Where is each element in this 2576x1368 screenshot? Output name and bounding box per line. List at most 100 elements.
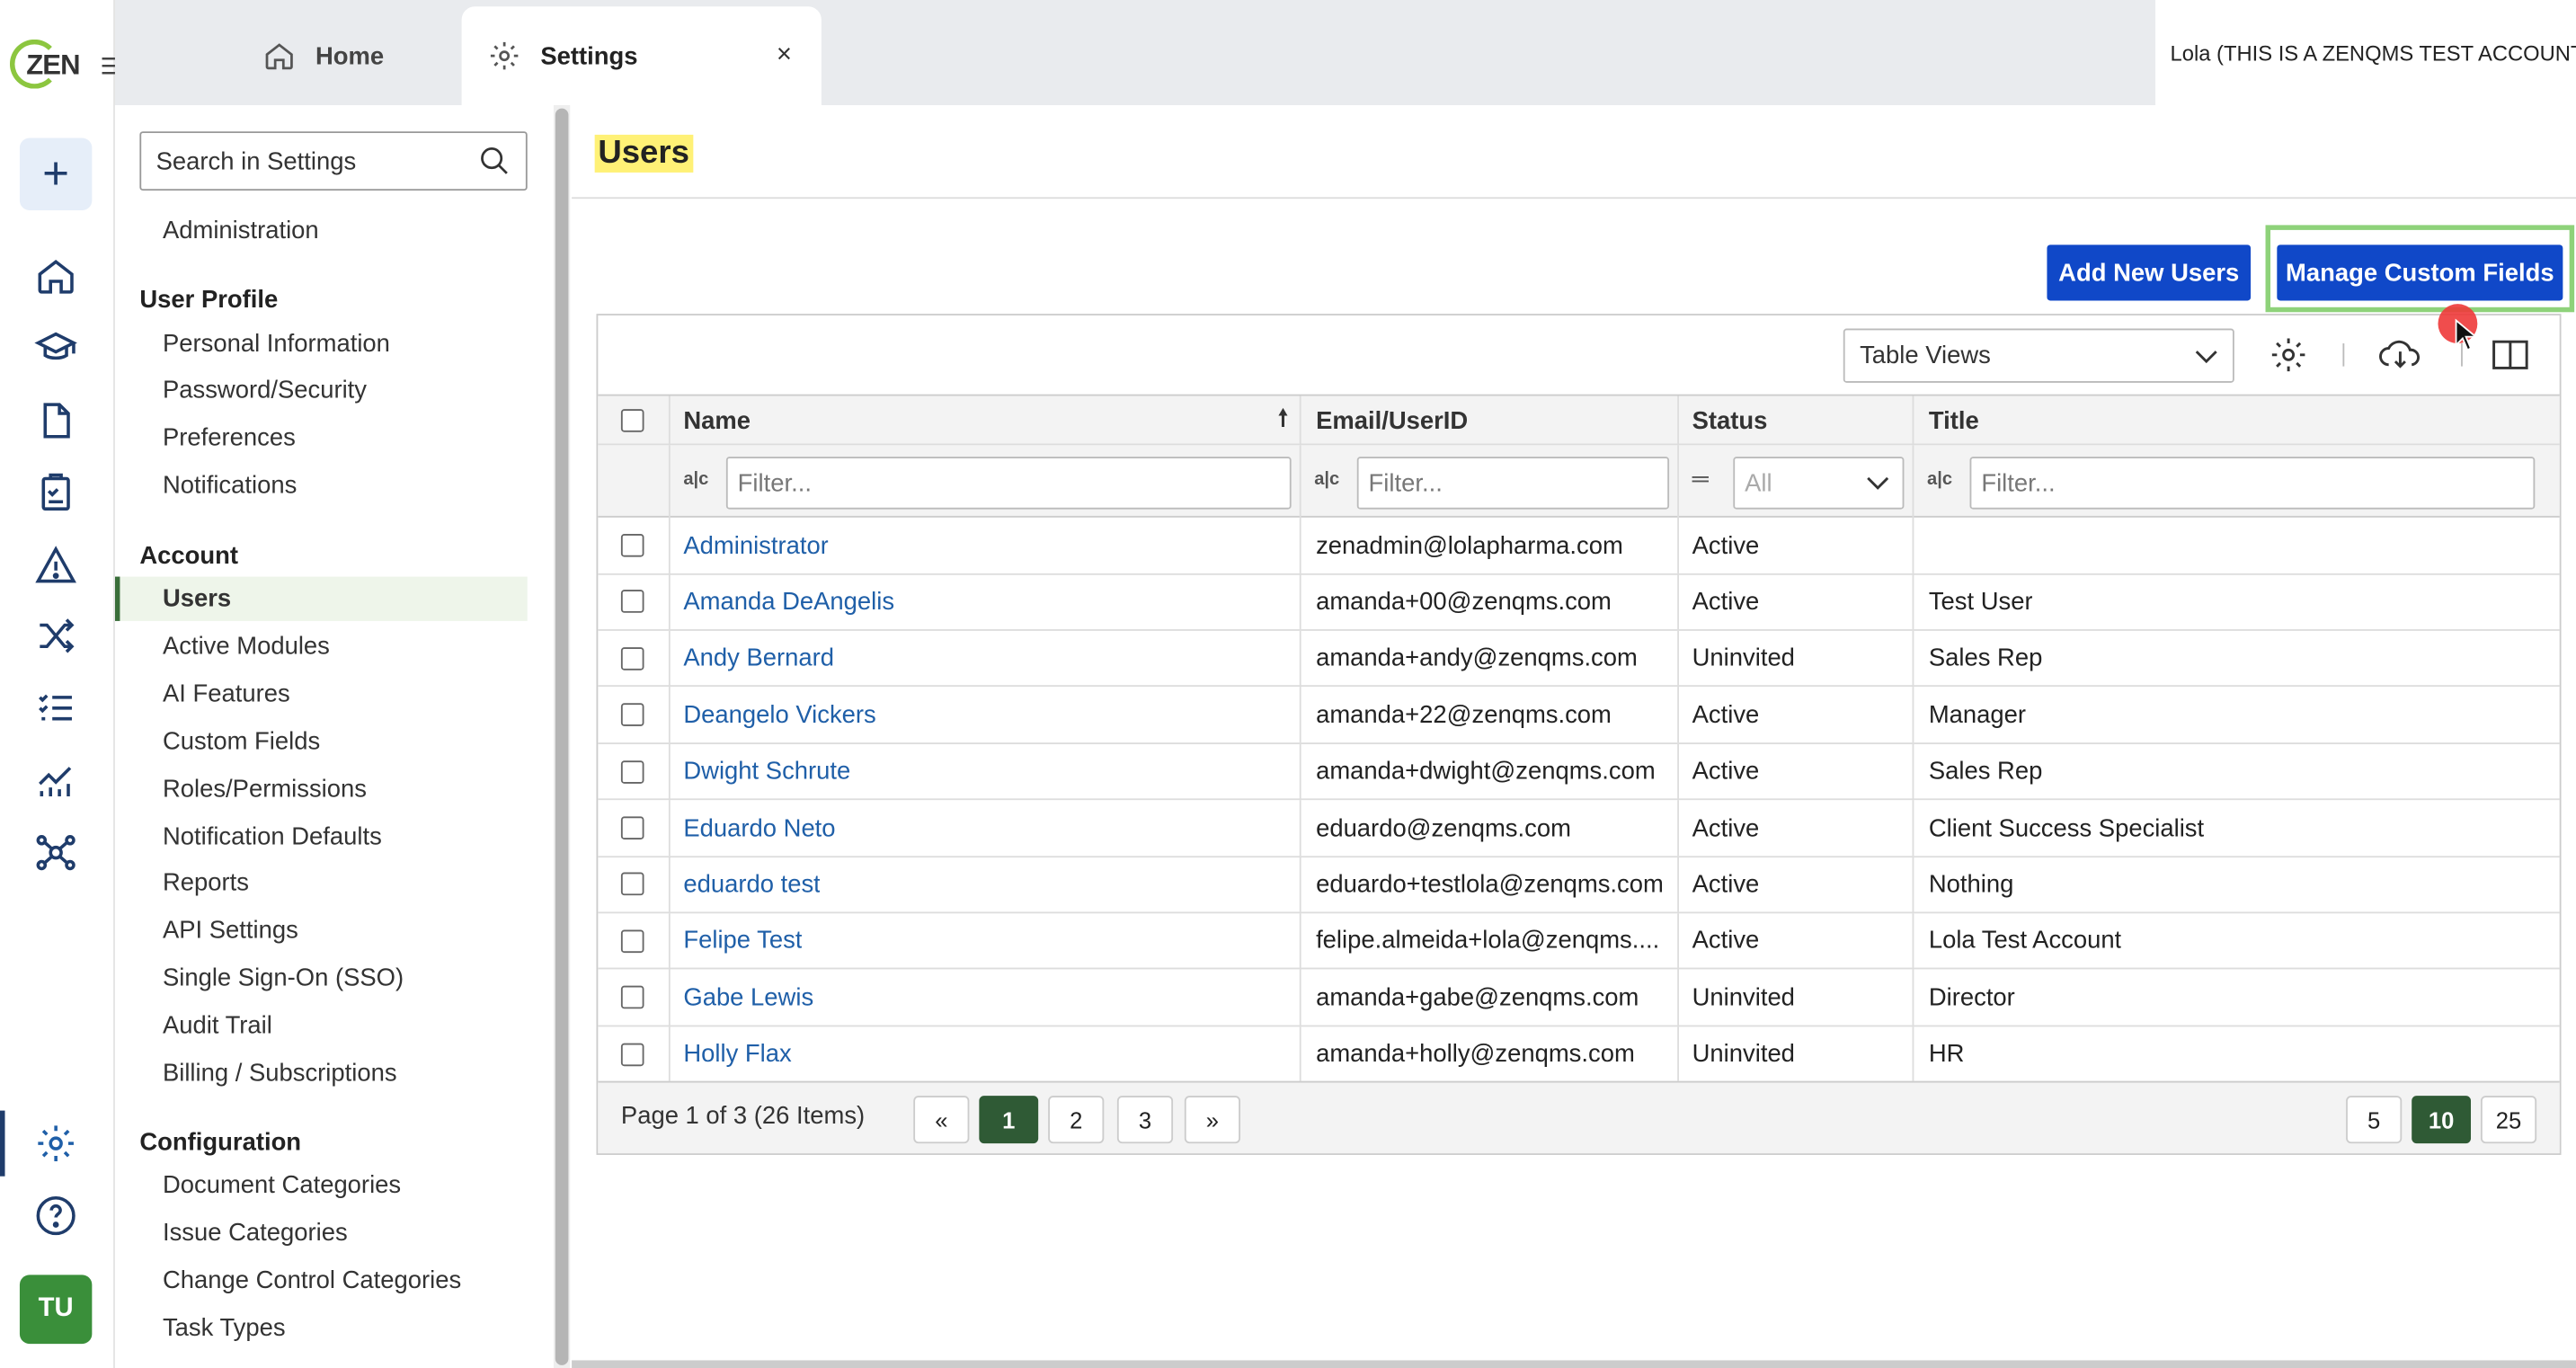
user-name-link[interactable]: Deangelo Vickers (683, 700, 876, 729)
sidebar-item-administration[interactable]: Administration (162, 217, 319, 245)
sidebar-item-personal-information[interactable]: Personal Information (162, 330, 390, 359)
user-name-link[interactable]: Holly Flax (683, 1040, 792, 1069)
sidebar-scrollbar[interactable] (553, 104, 571, 1368)
sidebar-item-billing[interactable]: Billing / Subscriptions (162, 1059, 397, 1088)
title-filter-input[interactable]: Filter... (1969, 457, 2536, 510)
sidebar-item-preferences[interactable]: Preferences (162, 423, 296, 452)
search-icon[interactable] (478, 145, 511, 178)
name-filter-input[interactable]: Filter... (725, 457, 1292, 510)
account-label[interactable]: Lola (THIS IS A ZENQMS TEST ACCOUNT) (2155, 0, 2576, 105)
cloud-download-icon[interactable] (2377, 335, 2423, 375)
tab-settings[interactable]: Settings × (461, 6, 822, 105)
row-checkbox[interactable] (620, 534, 644, 557)
text-filter-icon[interactable]: a|c (1314, 469, 1340, 490)
help-icon[interactable] (33, 1193, 79, 1239)
text-filter-icon[interactable]: a|c (683, 469, 709, 490)
table-row[interactable]: Deangelo Vickers amanda+22@zenqms.com Acti… (598, 687, 2560, 744)
table-row[interactable]: Amanda DeAngelis amanda+00@zenqms.com Acti… (598, 573, 2560, 631)
status-filter-select[interactable]: All (1733, 457, 1905, 510)
shuffle-icon[interactable] (33, 613, 79, 659)
email-filter-input[interactable]: Filter... (1356, 457, 1670, 510)
sidebar-item-api-settings[interactable]: API Settings (162, 916, 298, 945)
pager-page-1[interactable]: 1 (979, 1096, 1039, 1144)
sidebar-item-ai-features[interactable]: AI Features (162, 680, 290, 708)
sidebar-item-active-modules[interactable]: Active Modules (162, 632, 330, 661)
sidebar-item-notification-defaults[interactable]: Notification Defaults (162, 822, 382, 851)
sidebar-item-task-types[interactable]: Task Types (162, 1314, 286, 1343)
row-checkbox[interactable] (620, 816, 644, 840)
user-name-link[interactable]: eduardo test (683, 870, 821, 899)
graduation-cap-icon[interactable] (33, 325, 79, 371)
row-checkbox[interactable] (620, 1042, 644, 1066)
sidebar-item-document-categories[interactable]: Document Categories (162, 1171, 402, 1200)
sidebar-item-issue-categories[interactable]: Issue Categories (162, 1219, 348, 1248)
text-filter-icon[interactable]: a|c (1927, 469, 1953, 490)
sidebar-item-roles-permissions[interactable]: Roles/Permissions (162, 775, 367, 804)
column-header-status[interactable]: Status (1692, 406, 1768, 435)
row-checkbox[interactable] (620, 873, 644, 896)
pager-next-button[interactable]: » (1184, 1096, 1240, 1144)
close-icon[interactable]: × (776, 40, 792, 69)
sidebar-item-audit-trail[interactable]: Audit Trail (162, 1011, 272, 1040)
row-checkbox[interactable] (620, 929, 644, 953)
select-all-checkbox[interactable] (620, 409, 644, 432)
page-size-5[interactable]: 5 (2346, 1096, 2403, 1144)
sidebar-item-sso[interactable]: Single Sign-On (SSO) (162, 964, 404, 992)
user-name-link[interactable]: Andy Bernard (683, 644, 835, 673)
sidebar-item-custom-fields[interactable]: Custom Fields (162, 727, 321, 756)
table-row[interactable]: Gabe Lewis amanda+gabe@zenqms.com Uninvite… (598, 969, 2560, 1026)
sidebar-item-password-security[interactable]: Password/Security (162, 376, 367, 404)
pager-page-3[interactable]: 3 (1116, 1096, 1174, 1144)
sidebar-item-users[interactable]: Users (114, 576, 528, 621)
analytics-icon[interactable] (33, 758, 79, 804)
pager-first-button[interactable]: « (913, 1096, 970, 1144)
checklist-icon[interactable] (33, 685, 79, 731)
scrollbar-thumb[interactable] (555, 108, 569, 1365)
user-avatar[interactable]: TU (19, 1275, 93, 1345)
page-size-25[interactable]: 25 (2480, 1096, 2537, 1144)
row-checkbox[interactable] (620, 703, 644, 727)
equals-filter-icon[interactable]: ═ (1692, 465, 1709, 492)
column-header-email[interactable]: Email/UserID (1316, 406, 1469, 435)
column-header-title[interactable]: Title (1928, 406, 1979, 435)
user-name-link[interactable]: Eduardo Neto (683, 813, 836, 842)
row-checkbox[interactable] (620, 986, 644, 1009)
sidebar-item-change-control-categories[interactable]: Change Control Categories (162, 1266, 462, 1295)
tab-home[interactable]: Home (262, 6, 384, 105)
table-row[interactable]: Andy Bernard amanda+andy@zenqms.com Uninvi… (598, 630, 2560, 688)
column-header-name[interactable]: Name 🠕 (683, 395, 1288, 445)
table-row[interactable]: Holly Flax amanda+holly@zenqms.com Uninvit… (598, 1026, 2560, 1083)
sort-ascending-icon[interactable]: 🠕 (1277, 404, 1288, 431)
table-row[interactable]: Dwight Schrute amanda+dwight@zenqms.com Ac… (598, 743, 2560, 801)
search-input[interactable]: Search in Settings (139, 131, 528, 191)
page-size-10[interactable]: 10 (2412, 1096, 2472, 1144)
user-name-link[interactable]: Gabe Lewis (683, 983, 814, 1012)
warning-icon[interactable] (33, 542, 79, 588)
manage-custom-fields-button[interactable]: Manage Custom Fields (2277, 244, 2563, 301)
document-icon[interactable] (33, 397, 79, 443)
row-checkbox[interactable] (620, 760, 644, 784)
table-row[interactable]: eduardo test eduardo+testlola@zenqms.com A… (598, 856, 2560, 914)
table-row[interactable]: Felipe Test felipe.almeida+lola@zenqms...… (598, 912, 2560, 970)
user-name-link[interactable]: Administrator (683, 531, 829, 560)
create-plus-button[interactable]: + (19, 138, 93, 210)
user-name-link[interactable]: Dwight Schrute (683, 757, 851, 786)
pager-page-2[interactable]: 2 (1048, 1096, 1105, 1144)
user-name-link[interactable]: Felipe Test (683, 927, 803, 955)
row-checkbox[interactable] (620, 646, 644, 671)
gear-icon[interactable] (33, 1121, 79, 1167)
table-row[interactable]: Eduardo Neto eduardo@zenqms.com Active Clie… (598, 800, 2560, 857)
clipboard-check-icon[interactable] (33, 470, 79, 516)
sidebar-item-reports[interactable]: Reports (162, 868, 249, 897)
row-checkbox[interactable] (620, 590, 644, 614)
horizontal-scrollbar[interactable] (572, 1360, 2576, 1368)
home-icon[interactable] (33, 253, 79, 298)
table-row[interactable]: Administrator zenadmin@lolapharma.com Acti… (598, 517, 2560, 574)
column-layout-icon[interactable] (2491, 335, 2530, 375)
table-views-dropdown[interactable]: Table Views (1843, 328, 2234, 383)
network-icon[interactable] (33, 830, 79, 875)
user-name-link[interactable]: Amanda DeAngelis (683, 588, 895, 617)
grid-settings-gear-icon[interactable] (2269, 335, 2308, 375)
sidebar-item-notifications[interactable]: Notifications (162, 471, 298, 500)
add-new-users-button[interactable]: Add New Users (2047, 244, 2252, 301)
